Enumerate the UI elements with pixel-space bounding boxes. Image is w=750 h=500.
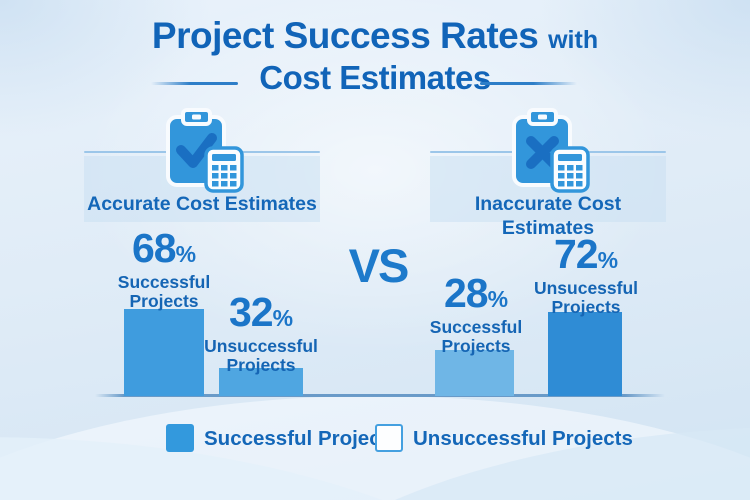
chart-baseline	[95, 394, 665, 397]
legend-label-successful: Successful Projects	[204, 427, 399, 450]
inaccurate-panel-label: Inaccurate Cost Estimates	[474, 193, 622, 239]
bar-inaccurate-successful	[435, 350, 514, 396]
stat-label-line1: Successful	[429, 317, 523, 337]
clipboard-x-calculator-icon	[512, 108, 590, 193]
page-title-main: Project Success Rates	[151, 15, 539, 56]
stat-label-line1: Unsucessful	[533, 278, 639, 298]
legend-label-unsuccessful: Unsuccessful Projects	[413, 427, 633, 450]
title-divider-right	[480, 82, 577, 85]
stat-inaccurate-unsuccessful: 72% Unsucessful Projects	[524, 231, 648, 317]
stat-value: 72%	[553, 231, 619, 277]
vs-label: VS	[348, 239, 410, 292]
accurate-panel-label: Accurate Cost Estimates	[87, 193, 317, 215]
stat-accurate-successful: 68% Successful Projects	[102, 225, 226, 311]
stat-label-line2: Projects	[129, 290, 199, 311]
stat-inaccurate-successful: 28% Successful Projects	[414, 270, 538, 356]
legend-swatch-unsuccessful	[375, 424, 403, 452]
stat-value: 32%	[228, 289, 294, 335]
bar-accurate-unsuccessful	[219, 368, 303, 396]
legend-swatch-successful	[166, 424, 194, 452]
bar-accurate-successful	[124, 309, 204, 396]
stat-label-line2: Projects	[441, 335, 511, 356]
stat-value: 68%	[131, 225, 197, 271]
page-title: Project Success Rates with	[0, 13, 750, 63]
bar-inaccurate-unsuccessful	[548, 312, 622, 396]
stat-value: 28%	[443, 270, 509, 316]
clipboard-check-calculator-icon	[166, 108, 244, 193]
stat-label-line1: Successful	[117, 272, 211, 292]
title-divider-left	[151, 82, 238, 85]
stat-label-line2: Projects	[226, 354, 296, 375]
stat-label-line1: Unsuccessful	[204, 336, 318, 356]
stat-accurate-unsuccessful: 32% Unsuccessful Projects	[199, 289, 323, 375]
page-subtitle: Cost Estimates	[259, 59, 491, 96]
stat-label-line2: Projects	[551, 296, 621, 317]
page-title-suffix: with	[548, 26, 599, 54]
